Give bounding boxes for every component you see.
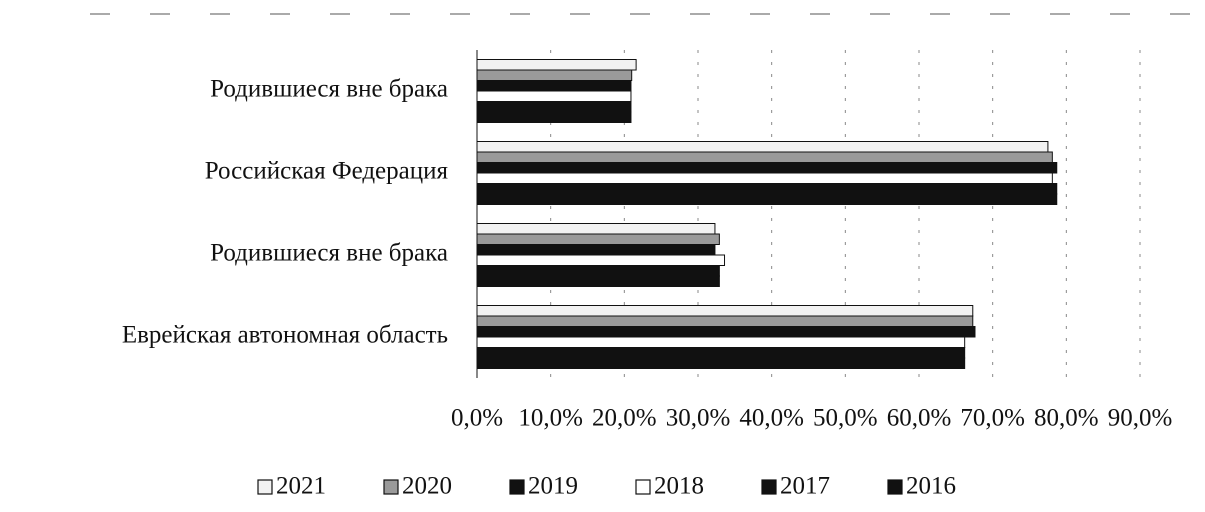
bar [476,233,720,245]
bar [476,151,1053,163]
bar [476,357,966,369]
bar [476,336,966,348]
x-tick-label: 50,0% [813,405,878,432]
x-tick-label: 20,0% [592,405,657,432]
bar [476,162,1058,174]
category-label: Родившиеся вне брака [210,76,448,103]
bar [476,193,1058,205]
bar [476,315,974,327]
bar [476,141,1049,153]
x-tick-label: 80,0% [1034,405,1099,432]
bar [476,69,633,81]
x-tick-label: 60,0% [887,405,952,432]
x-tick-label: 70,0% [960,405,1025,432]
x-tick-label: 90,0% [1108,405,1173,432]
legend-label: 2018 [654,473,704,500]
bar [476,347,966,359]
category-label: Родившиеся вне брака [210,240,448,267]
legend-swatch [383,479,399,495]
legend-label: 2021 [276,473,326,500]
x-tick-label: 40,0% [739,405,804,432]
legend-label: 2017 [780,473,830,500]
bar [476,59,637,71]
category-label: Российская Федерация [205,158,449,185]
legend-swatch [509,479,525,495]
legend-swatch [635,479,651,495]
bar [476,111,632,123]
legend-swatch [257,479,273,495]
legend-label: 2016 [906,473,956,500]
bar [476,90,632,102]
bar [476,265,720,277]
legend-label: 2019 [528,473,578,500]
legend-swatch [887,479,903,495]
bar [476,101,632,113]
bar [476,183,1058,195]
bar [476,172,1053,184]
bar [476,305,974,317]
x-tick-label: 0,0% [451,405,503,432]
x-tick-label: 10,0% [518,405,583,432]
bar [476,244,716,256]
bar [476,80,632,92]
bar [476,326,976,338]
bar [476,254,726,266]
bar [476,275,720,287]
category-label: Еврейская автономная область [122,322,448,349]
x-tick-label: 30,0% [666,405,731,432]
legend-swatch [761,479,777,495]
bar [476,223,716,235]
legend-label: 2020 [402,473,452,500]
